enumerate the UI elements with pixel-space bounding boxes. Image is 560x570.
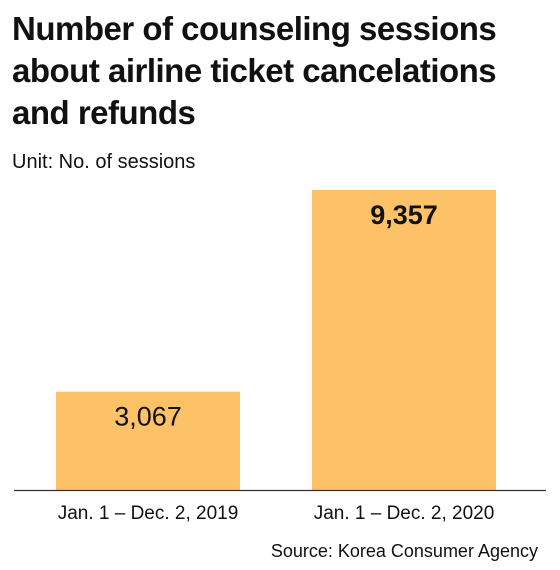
x-tick-label-2: Jan. 1 – Dec. 2, 2020 <box>314 503 495 524</box>
bar-2 <box>312 190 496 490</box>
bars-group: 3,067 9,357 <box>56 190 496 490</box>
x-tick-labels: Jan. 1 – Dec. 2, 2019 Jan. 1 – Dec. 2, 20… <box>58 503 495 524</box>
bar-value-label-2: 9,357 <box>370 200 438 230</box>
x-tick-label-1: Jan. 1 – Dec. 2, 2019 <box>58 503 239 524</box>
bar-value-label-1: 3,067 <box>114 402 182 432</box>
bar-1 <box>56 391 240 490</box>
chart-title: Number of counseling sessions about airl… <box>12 10 497 131</box>
unit-label: Unit: No. of sessions <box>12 151 196 173</box>
source-note: Source: Korea Consumer Agency <box>270 541 538 561</box>
